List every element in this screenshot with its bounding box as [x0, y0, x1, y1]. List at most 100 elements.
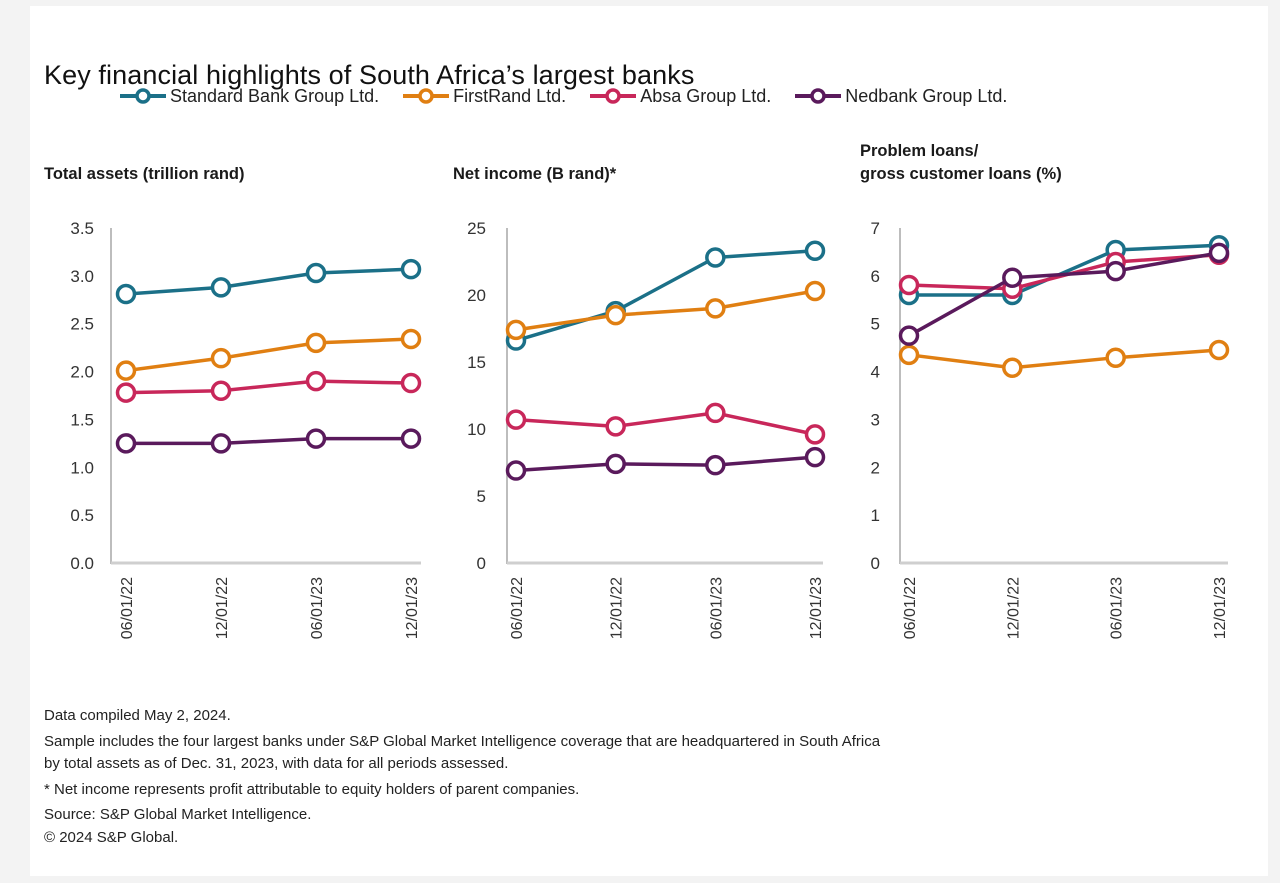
data-point	[305, 262, 327, 284]
data-point	[1208, 242, 1230, 264]
legend-marker-icon	[120, 88, 166, 104]
y-tick-label: 0	[477, 554, 486, 573]
x-tick-label: 12/01/23	[404, 577, 421, 639]
legend-item-absa: Absa Group Ltd.	[588, 86, 771, 107]
legend-label: FirstRand Ltd.	[453, 85, 567, 106]
footnote-compiled: Data compiled May 2, 2024.	[44, 707, 231, 724]
series-line	[908, 348, 1220, 370]
data-point	[505, 319, 527, 341]
legend-label: Standard Bank Group Ltd.	[170, 85, 380, 106]
y-tick-label: 5	[477, 487, 486, 506]
data-point	[115, 360, 137, 381]
data-point	[210, 277, 232, 298]
data-point	[705, 298, 726, 319]
data-point	[115, 283, 137, 305]
x-tick-label: 12/01/23	[808, 577, 825, 639]
x-tick-label: 12/01/22	[609, 577, 626, 639]
legend-marker-icon	[590, 88, 637, 104]
y-tick-label: 1	[871, 506, 880, 525]
series-line	[515, 411, 816, 437]
panel-title-line: Total assets (trillion rand)	[44, 165, 245, 183]
x-tick-label: 06/01/23	[1109, 577, 1126, 639]
y-tick-label: 5	[871, 315, 880, 334]
panel-title-line: Net income (B rand)*	[453, 165, 617, 183]
data-point	[505, 460, 527, 481]
series-line	[125, 379, 412, 395]
x-tick-label: 12/01/22	[1005, 577, 1022, 639]
data-point	[804, 424, 826, 445]
data-point	[605, 453, 626, 475]
legend-item-nedbank: Nedbank Group Ltd.	[793, 86, 1007, 107]
data-point	[400, 328, 422, 350]
x-tick-label: 06/01/22	[902, 577, 919, 639]
y-tick-label: 20	[467, 286, 486, 305]
chart-title: Key financial highlights of South Africa…	[44, 60, 695, 90]
data-point	[210, 380, 232, 401]
y-tick-label: 3.5	[70, 219, 94, 238]
data-point	[1105, 260, 1126, 282]
y-tick-label: 1.0	[70, 458, 94, 477]
data-point	[400, 428, 422, 449]
data-point	[898, 344, 920, 366]
charts-canvas: 0.0 0.5 1.0 1.5 2.0 2.5 3.0 3.5 06/01/22 12/01/22…	[70, 219, 1230, 639]
data-point	[210, 347, 232, 369]
panel-title-line: gross customer loans (%)	[860, 165, 1062, 183]
y-tick-label: 0.5	[70, 506, 94, 525]
y-tick-label: 3	[871, 410, 880, 429]
y-tick-label: 4	[871, 363, 880, 382]
data-point	[305, 428, 327, 449]
y-tick-label: 2.0	[70, 363, 94, 382]
x-tick-label: 06/01/22	[119, 577, 136, 639]
x-tick-label: 06/01/22	[509, 577, 526, 639]
footnote-source: Source: S&P Global Market Intelligence.	[44, 806, 312, 823]
data-point	[400, 372, 422, 394]
data-point	[898, 274, 920, 296]
y-tick-label: 2	[871, 458, 880, 477]
y-tick-label: 25	[467, 219, 486, 238]
data-point	[115, 382, 137, 403]
y-tick-label: 6	[871, 267, 880, 286]
legend-item-firstrand: FirstRand Ltd.	[401, 86, 566, 107]
legend-label: Nedbank Group Ltd.	[845, 85, 1008, 106]
panel-title-net-income: Net income (B rand)*	[453, 163, 616, 186]
footnote-net-income-note: * Net income represents profit attributa…	[44, 780, 580, 798]
data-point	[705, 402, 726, 424]
legend-label: Absa Group Ltd.	[640, 85, 772, 106]
legend: Standard Bank Group Ltd. FirstRand Ltd. …	[118, 84, 1007, 108]
series-line	[125, 337, 412, 373]
y-tick-label: 15	[467, 353, 486, 372]
y-tick-label: 7	[871, 219, 880, 238]
legend-marker-icon	[795, 88, 842, 104]
data-point	[1208, 339, 1230, 361]
series-line	[125, 267, 412, 296]
y-tick-label: 1.5	[70, 410, 94, 429]
y-tick-label: 10	[467, 420, 486, 439]
y-tick-label: 0	[871, 554, 880, 573]
data-point	[705, 454, 726, 476]
y-tick-label: 0.0	[70, 554, 94, 573]
footnote-sample-line-1: Sample includes the four largest banks u…	[44, 732, 881, 750]
series-line	[515, 249, 816, 343]
data-point	[305, 370, 327, 392]
x-tick-label: 12/01/22	[214, 577, 231, 639]
panel-title-total-assets: Total assets (trillion rand)	[44, 163, 244, 186]
data-point	[804, 280, 826, 302]
panel-title-problem-loans: Problem loans/ gross customer loans (%)	[860, 140, 1062, 186]
data-point	[210, 433, 232, 454]
series-line	[909, 243, 1220, 297]
footnote-copyright: © 2024 S&P Global.	[44, 828, 179, 846]
y-tick-label: 3.0	[70, 267, 94, 286]
footnote-sample-line-2: by total assets as of Dec. 31, 2023, wit…	[44, 755, 509, 772]
data-point	[804, 240, 826, 262]
series-line	[515, 455, 816, 473]
data-point	[1002, 267, 1023, 289]
y-tick-label: 2.5	[70, 315, 94, 334]
footnotes: Data compiled May 2, 2024. Sample includ…	[44, 705, 880, 849]
x-tick-label: 12/01/23	[1212, 577, 1229, 639]
x-tick-label: 06/01/23	[708, 577, 725, 639]
legend-item-standard-bank: Standard Bank Group Ltd.	[118, 86, 379, 107]
legend-marker-icon	[403, 88, 450, 104]
data-point	[1002, 357, 1023, 378]
data-point	[705, 247, 726, 268]
data-point	[115, 433, 137, 454]
